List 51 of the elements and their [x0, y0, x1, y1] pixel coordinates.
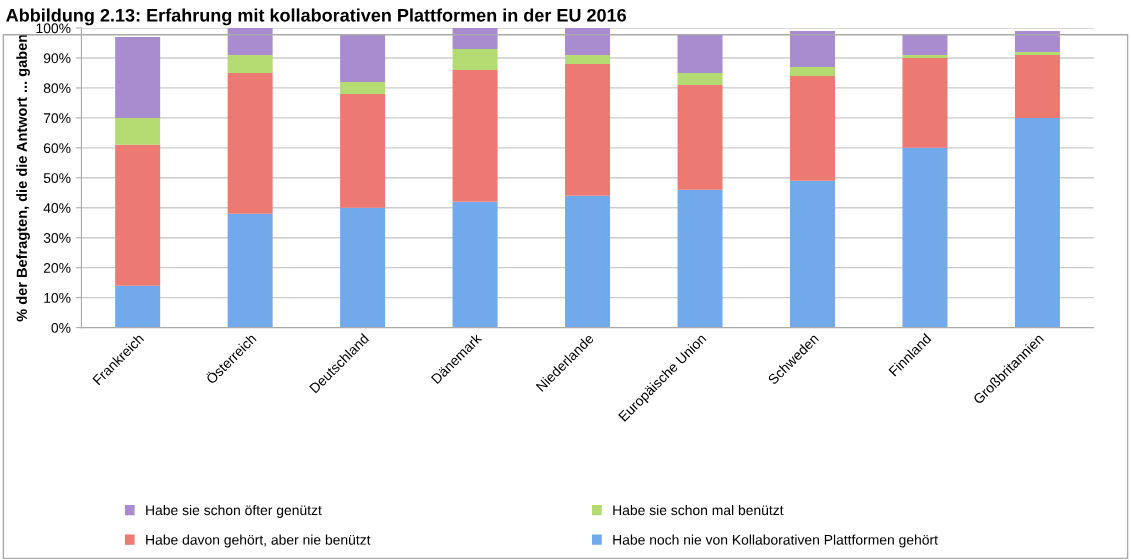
bar	[115, 117, 161, 145]
y-tick-label: 90%	[43, 53, 71, 64]
bar	[340, 207, 386, 328]
bar	[227, 213, 273, 328]
y-tick-label: 70%	[43, 113, 71, 124]
y-tick-label: 10%	[44, 292, 71, 303]
bar	[902, 57, 948, 148]
bar	[1014, 54, 1060, 118]
bar	[227, 28, 273, 55]
bar	[340, 93, 386, 208]
bar	[677, 84, 723, 190]
bar	[227, 54, 273, 73]
bar	[677, 33, 723, 73]
bar	[115, 144, 161, 286]
bar	[340, 33, 386, 82]
bar	[565, 28, 611, 55]
bar	[902, 33, 948, 55]
bar	[902, 147, 948, 328]
bar	[790, 75, 835, 181]
bar	[452, 201, 498, 328]
legend-label: Habe davon gehört, aber nie benützt	[146, 534, 371, 548]
bar	[565, 54, 611, 64]
bar	[677, 189, 723, 328]
y-tick-label: 80%	[43, 83, 71, 94]
bar	[677, 72, 723, 85]
bar	[452, 28, 498, 49]
bar	[902, 54, 948, 58]
bar	[565, 63, 611, 196]
bar	[1014, 117, 1060, 328]
y-tick-label: 40%	[43, 203, 71, 213]
y-axis-title: % der Befragten, die die Antwort ... gaben	[16, 34, 30, 322]
bar	[115, 285, 161, 328]
bar	[340, 81, 386, 94]
bar	[790, 31, 835, 67]
bar	[452, 69, 498, 202]
bar	[790, 180, 835, 328]
bar	[1014, 31, 1060, 52]
y-tick-label: 60%	[43, 143, 71, 154]
y-tick-label: 30%	[43, 233, 71, 243]
bar	[565, 195, 611, 328]
y-tick-label: 50%	[43, 173, 71, 183]
bar	[452, 48, 498, 70]
bar	[115, 36, 161, 118]
legend-label: Habe noch nie von Kollaborativen Plattformen gehört	[613, 534, 938, 548]
bar	[790, 66, 835, 76]
y-tick-label: 0%	[51, 322, 71, 333]
y-tick-label: 20%	[43, 263, 71, 273]
legend-label: Habe sie schon öfter genützt	[146, 504, 322, 518]
bar	[227, 72, 273, 214]
bar	[1014, 51, 1060, 55]
legend-label: Habe sie schon mal benützt	[613, 504, 784, 516]
